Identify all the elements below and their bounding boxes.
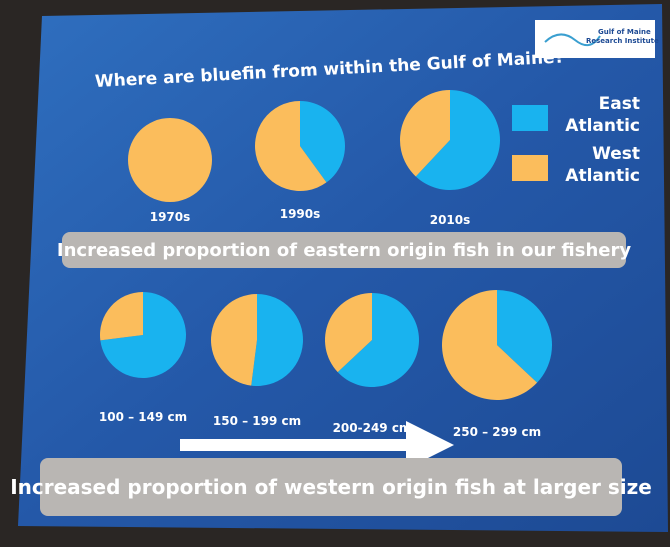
legend-swatch — [512, 105, 548, 131]
pie-label: 1970s — [150, 210, 191, 224]
legend-label: West Atlantic — [560, 143, 640, 187]
logo-text: Gulf of Maine — [598, 28, 651, 36]
pie-label: 250 – 299 cm — [453, 425, 541, 439]
pie-label: 200-249 cm — [333, 421, 412, 435]
page: Gulf of Maine Research Institute Where a… — [0, 0, 670, 547]
legend-swatch — [512, 155, 548, 181]
legend-label: East Atlantic — [560, 93, 640, 137]
pie-label: 1990s — [280, 207, 321, 221]
caption: Increased proportion of western origin f… — [40, 458, 622, 516]
pie-slice — [128, 118, 212, 202]
pie-label: 100 – 149 cm — [99, 410, 187, 424]
pie-label: 150 – 199 cm — [213, 414, 301, 428]
caption: Increased proportion of eastern origin f… — [62, 232, 626, 268]
logo-text: Research Institute — [586, 37, 659, 45]
pie-label: 2010s — [430, 213, 471, 227]
